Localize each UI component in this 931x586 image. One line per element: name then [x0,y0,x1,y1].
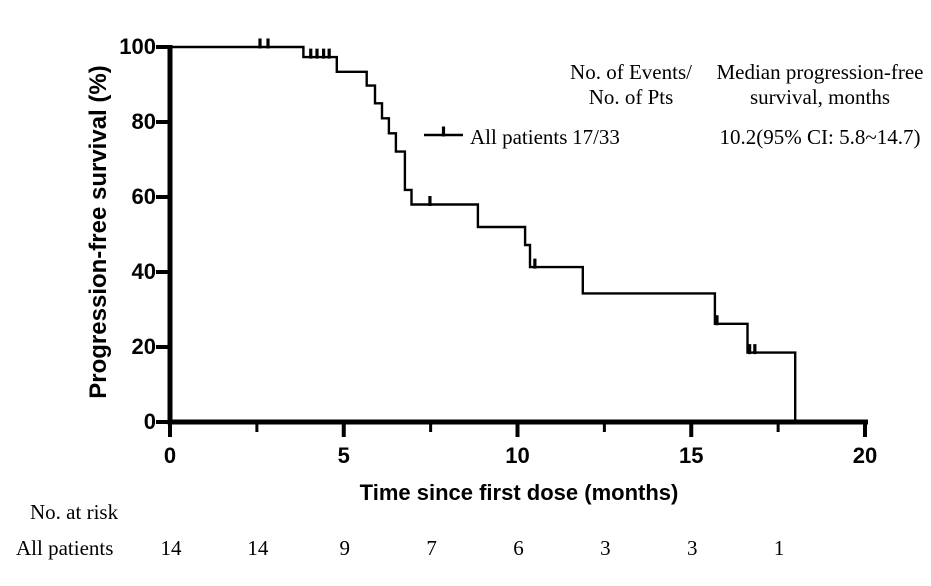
legend-series-label: All patients [470,125,568,149]
risk-count-t15: 3 [687,536,698,560]
x-tick-label-10: 10 [505,443,530,468]
x-tick-label-5: 5 [337,443,350,468]
risk-count-t2.5: 14 [247,536,269,560]
events-header-line2: No. of Pts [588,85,674,109]
median-column-header: Median progression-free survival, months [707,60,931,110]
median-header-line2: survival, months [750,85,890,109]
legend-events-value: 17/33 [572,125,620,149]
risk-count-t10: 6 [513,536,524,560]
legend-median-value: 10.2(95% CI: 5.8~14.7) [719,125,921,149]
risk-count-t12.5: 3 [600,536,611,560]
median-header-line1: Median progression-free [716,60,924,84]
risk-table-title: No. at risk [30,500,119,524]
risk-count-t7.5: 7 [426,536,437,560]
events-column-header: No. of Events/ No. of Pts [541,60,721,110]
y-tick-label-0: 0 [143,409,156,434]
x-tick-label-0: 0 [163,443,177,468]
x-tick-label-20: 20 [852,443,878,468]
y-tick-label-20: 20 [131,334,156,359]
y-tick-label-100: 100 [119,34,156,59]
risk-count-t17.5: 1 [773,536,785,560]
y-tick-label-40: 40 [131,259,156,284]
risk-table-row-label: All patients [16,536,114,560]
x-tick-label-15: 15 [679,443,704,468]
x-axis-title: Time since first dose (months) [359,480,679,505]
y-axis-title: Progression-free survival (%) [85,65,112,399]
risk-count-t5: 9 [339,536,351,560]
risk-count-t0: 14 [160,536,182,560]
events-header-line1: No. of Events/ [570,60,692,84]
y-tick-label-80: 80 [131,109,156,134]
y-tick-label-60: 60 [131,184,156,209]
km-curve-all-patients [170,45,797,422]
